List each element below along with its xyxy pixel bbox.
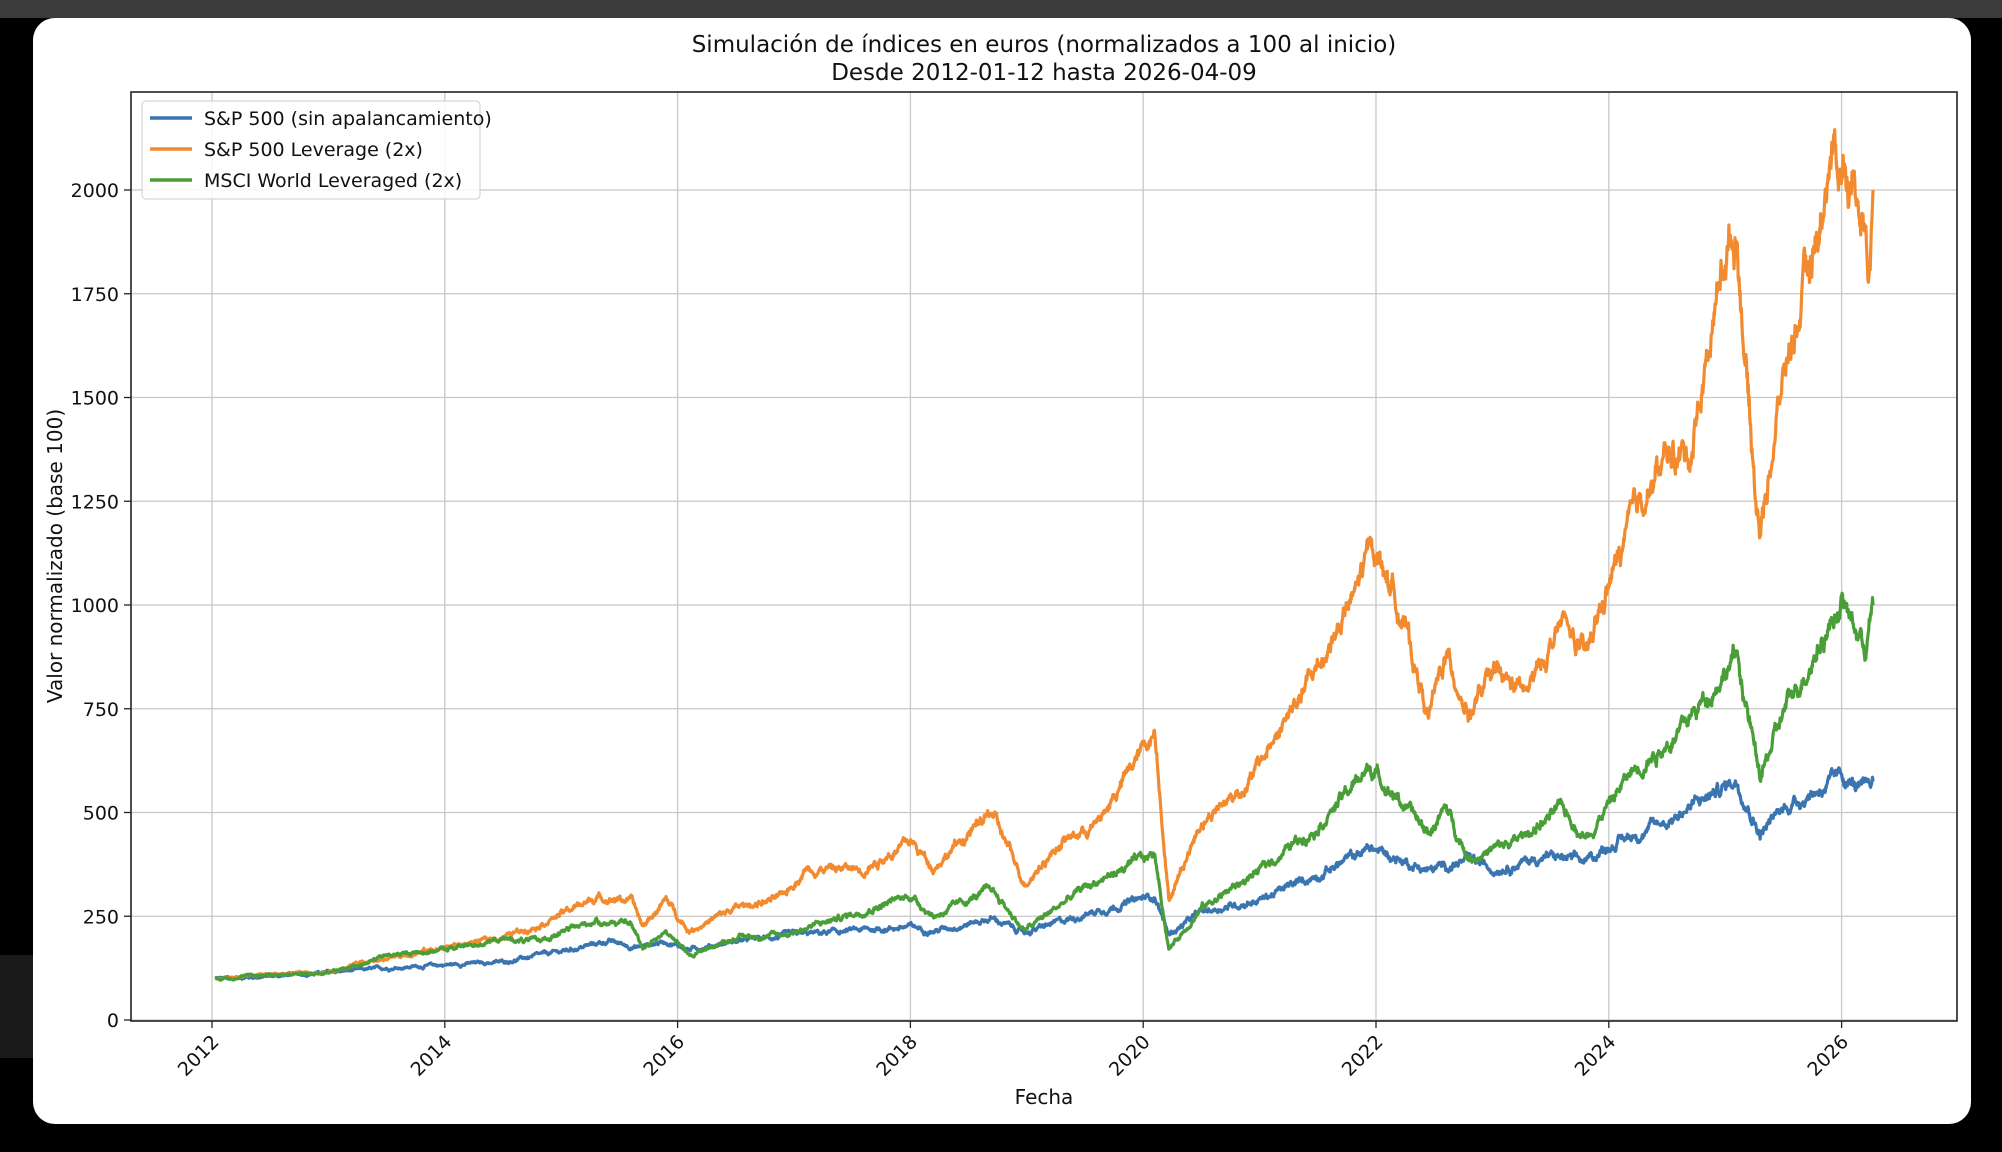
chart-title: Simulación de índices en euros (normaliz… — [692, 32, 1397, 58]
x-tick-label: 2022 — [1338, 1031, 1388, 1081]
series-line-sp500-leverage — [214, 128, 1875, 982]
x-tick-label: 2016 — [639, 1031, 689, 1081]
legend-box — [141, 100, 481, 200]
x-axis-label: Fecha — [1015, 1085, 1074, 1109]
x-tick-label: 2012 — [174, 1031, 224, 1081]
y-tick-label: 500 — [83, 803, 119, 825]
y-tick-label: 2000 — [71, 180, 119, 202]
legend: S&P 500 (sin apalancamiento) S&P 500 Leve… — [141, 100, 492, 200]
y-axis-ticks: 0 250 500 750 1000 1250 1500 1750 2000 — [71, 180, 131, 1032]
series-line-sp500 — [214, 766, 1875, 981]
chart-card — [33, 18, 1971, 1124]
series-line-msci-world-leveraged — [214, 591, 1875, 982]
x-axis-ticks: 2012 2014 2016 2018 2020 2022 2024 2026 — [174, 1021, 1853, 1081]
x-tick-label: 2024 — [1571, 1031, 1621, 1081]
y-tick-label: 1000 — [71, 595, 119, 617]
y-tick-label: 1750 — [71, 284, 119, 306]
legend-label: S&P 500 (sin apalancamiento) — [204, 108, 492, 130]
legend-label: MSCI World Leveraged (2x) — [204, 170, 462, 192]
x-tick-label: 2026 — [1803, 1031, 1853, 1081]
x-tick-label: 2018 — [872, 1031, 922, 1081]
y-tick-label: 250 — [83, 906, 119, 928]
y-axis-label: Valor normalizado (base 100) — [43, 409, 67, 703]
y-tick-label: 1500 — [71, 388, 119, 410]
y-tick-label: 0 — [107, 1010, 119, 1032]
window-top-bar — [0, 0, 2002, 18]
plot-frame — [130, 91, 1958, 1022]
chart-subtitle: Desde 2012-01-12 hasta 2026-04-09 — [831, 60, 1257, 86]
series-lines — [214, 128, 1875, 982]
x-tick-label: 2020 — [1105, 1031, 1155, 1081]
legend-label: S&P 500 Leverage (2x) — [204, 139, 423, 161]
y-tick-label: 750 — [83, 699, 119, 721]
y-tick-label: 1250 — [71, 491, 119, 513]
x-tick-label: 2014 — [407, 1031, 457, 1081]
grid — [131, 92, 1957, 1021]
